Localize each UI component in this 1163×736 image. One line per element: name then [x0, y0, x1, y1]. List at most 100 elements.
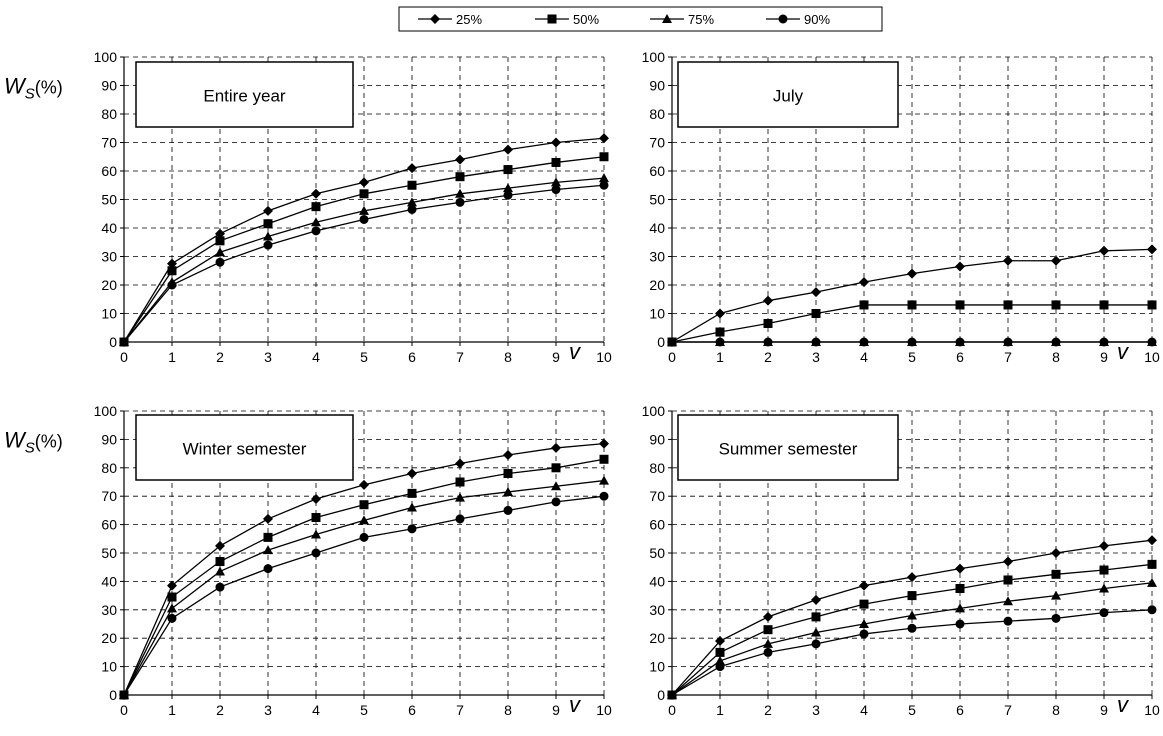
data-point	[763, 337, 773, 347]
data-point	[167, 613, 177, 623]
data-point	[599, 133, 609, 144]
x-tick-label: 7	[1004, 702, 1012, 718]
x-tick-label: 9	[552, 349, 560, 365]
x-axis-label: v	[1117, 339, 1130, 364]
data-point	[763, 625, 773, 635]
data-point	[311, 188, 321, 199]
data-point	[1099, 245, 1109, 256]
data-point	[715, 308, 725, 319]
x-tick-label: 5	[908, 702, 916, 718]
panel-summer-semester: 0 1 2 3 4 5 6 7 8 9 100102030405060708090100Summer…	[642, 403, 1160, 718]
data-point	[503, 486, 513, 496]
data-point	[811, 639, 821, 649]
data-point	[715, 337, 725, 347]
y-tick-label: 20	[101, 630, 117, 646]
y-tick-label: 20	[649, 630, 665, 646]
y-tick-label: 10	[649, 306, 665, 322]
x-tick-label: 9	[1100, 349, 1108, 365]
y-tick-label: 70	[649, 135, 665, 151]
data-point	[407, 524, 417, 534]
y-tick-label: 70	[101, 488, 117, 504]
data-point	[907, 300, 917, 310]
y-tick-label: 30	[101, 602, 117, 618]
data-point	[359, 515, 369, 525]
x-tick-label: 8	[1052, 702, 1060, 718]
legend: 25% 50% 75% 90%	[398, 6, 883, 32]
data-point	[907, 268, 917, 279]
legend-label-50: 50%	[573, 12, 599, 27]
data-point	[167, 280, 177, 290]
data-point	[455, 458, 465, 469]
data-point	[955, 619, 965, 629]
data-point	[503, 190, 513, 200]
data-point	[359, 500, 369, 510]
legend-label-90: 90%	[804, 12, 830, 27]
data-point	[763, 611, 773, 622]
data-point	[859, 300, 869, 310]
y-tick-label: 80	[101, 106, 117, 122]
data-point	[119, 690, 129, 700]
data-point	[859, 277, 869, 288]
y-tick-label: 30	[649, 602, 665, 618]
y-tick-label: 10	[101, 306, 117, 322]
series-75	[667, 577, 1157, 699]
legend-marker-50	[547, 14, 557, 24]
data-point	[359, 205, 369, 215]
x-tick-label: 4	[312, 349, 320, 365]
y-tick-label: 80	[649, 106, 665, 122]
x-tick-label: 6	[956, 702, 964, 718]
data-point	[167, 592, 177, 602]
y-tick-label: 0	[657, 334, 665, 350]
data-point	[811, 594, 821, 605]
data-point	[859, 599, 869, 609]
data-point	[955, 261, 965, 272]
data-point	[167, 580, 177, 591]
data-point	[167, 603, 177, 613]
x-tick-label: 1	[716, 702, 724, 718]
x-tick-label: 2	[216, 702, 224, 718]
x-tick-label: 3	[812, 349, 820, 365]
x-tick-label: 7	[456, 702, 464, 718]
data-point	[311, 548, 321, 558]
data-point	[907, 572, 917, 583]
data-point	[551, 185, 561, 195]
series-90	[119, 491, 609, 700]
x-tick-label: 10	[1144, 349, 1160, 365]
y-tick-label: 0	[109, 687, 117, 703]
legend-marker-25	[430, 14, 440, 24]
data-point	[311, 494, 321, 505]
data-point	[455, 197, 465, 207]
data-point	[263, 219, 273, 229]
y-tick-label: 100	[642, 49, 666, 65]
data-point	[1099, 583, 1109, 593]
x-tick-label: 10	[1144, 702, 1160, 718]
data-point	[1051, 255, 1061, 266]
series-90	[667, 337, 1157, 347]
x-tick-label: 0	[668, 702, 676, 718]
series-90	[667, 605, 1157, 700]
data-point	[811, 612, 821, 622]
x-tick-label: 4	[312, 702, 320, 718]
data-point	[1003, 556, 1013, 567]
x-tick-label: 9	[1100, 702, 1108, 718]
legend-label-25: 25%	[456, 12, 482, 27]
y-tick-label: 100	[94, 403, 118, 419]
data-point	[1147, 244, 1157, 255]
series-25	[119, 438, 609, 700]
data-point	[907, 591, 917, 601]
data-point	[215, 247, 225, 257]
data-point	[955, 563, 965, 574]
data-point	[599, 454, 609, 464]
data-point	[551, 442, 561, 453]
x-tick-label: 4	[860, 702, 868, 718]
y-axis-label: WS(%)	[4, 427, 63, 456]
data-point	[811, 287, 821, 298]
y-tick-label: 100	[642, 403, 666, 419]
y-tick-label: 10	[649, 659, 665, 675]
data-point	[667, 337, 677, 347]
data-point	[215, 228, 225, 239]
data-point	[907, 623, 917, 633]
data-point	[455, 188, 465, 198]
legend-marker-75	[662, 14, 672, 23]
data-point	[1003, 596, 1013, 606]
